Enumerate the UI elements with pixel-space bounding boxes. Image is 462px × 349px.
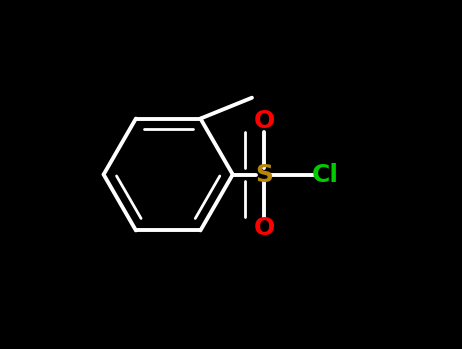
Text: Cl: Cl bbox=[312, 163, 339, 186]
Text: O: O bbox=[254, 110, 275, 133]
Text: S: S bbox=[255, 163, 273, 186]
Text: O: O bbox=[254, 216, 275, 239]
